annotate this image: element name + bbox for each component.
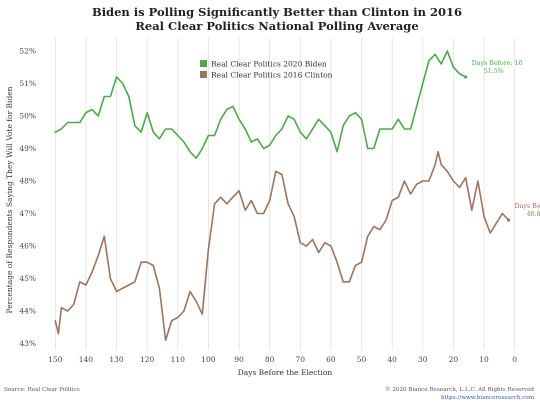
x-tick-label: 140 xyxy=(79,355,94,364)
x-tick-label: 90 xyxy=(234,355,244,364)
website-link[interactable]: https://www.biancoresearch.com xyxy=(441,395,535,401)
legend-label-clinton: Real Clear Politics 2016 Clinton xyxy=(211,71,333,80)
x-tick-label: 80 xyxy=(265,355,275,364)
y-tick-label: 48% xyxy=(19,177,36,186)
legend-swatch-biden xyxy=(200,60,207,67)
annotation-value-1: 46.8% xyxy=(527,211,540,218)
x-tick-label: 10 xyxy=(479,355,489,364)
annotation-value-0: 51.5% xyxy=(484,68,504,75)
source-note: Source: Real Clear Politics xyxy=(4,387,80,393)
x-tick-label: 0 xyxy=(512,355,517,364)
y-axis-ticks: 43% 44% 45% 46% 47% 48% 49% 50% 51% 52% xyxy=(19,47,36,349)
legend: Real Clear Politics 2020 Biden Real Clea… xyxy=(200,60,333,80)
y-tick-label: 43% xyxy=(19,339,36,348)
copyright-note: © 2020 Bianco Research, L.L.C. All Right… xyxy=(385,386,534,393)
y-tick-label: 46% xyxy=(19,242,36,251)
annotation-marker-0 xyxy=(464,75,468,79)
grid xyxy=(54,38,516,350)
y-tick-label: 44% xyxy=(19,307,36,316)
legend-label-biden: Real Clear Politics 2020 Biden xyxy=(211,60,327,69)
annotation-label-0: Days Before: 16 xyxy=(472,60,523,67)
x-tick-label: 120 xyxy=(140,355,155,364)
y-tick-label: 49% xyxy=(19,144,36,153)
x-axis-ticks: 150 140 130 120 110 100 90 80 70 60 50 40 30 20 10 0 xyxy=(48,355,517,364)
y-tick-label: 51% xyxy=(19,79,36,88)
x-tick-label: 70 xyxy=(296,355,306,364)
y-tick-label: 45% xyxy=(19,274,36,283)
x-axis-label: Days Before the Election xyxy=(238,368,333,377)
y-tick-label: 52% xyxy=(19,47,36,56)
annotation-marker-1 xyxy=(506,218,511,222)
chart-title: Biden is Polling Significantly Better th… xyxy=(92,5,462,19)
x-tick-label: 110 xyxy=(171,355,186,364)
x-tick-label: 130 xyxy=(109,355,124,364)
series-lines xyxy=(54,50,510,341)
x-tick-label: 100 xyxy=(201,355,216,364)
annotation-label-1: Days Before: 1 xyxy=(515,203,540,210)
y-axis-label: Percentage of Respondents Saying They Wi… xyxy=(5,86,14,313)
x-tick-label: 20 xyxy=(449,355,459,364)
x-tick-label: 60 xyxy=(326,355,336,364)
chart-subtitle: Real Clear Politics National Polling Ave… xyxy=(135,19,418,33)
x-tick-label: 40 xyxy=(387,355,397,364)
x-tick-label: 30 xyxy=(418,355,428,364)
legend-swatch-clinton xyxy=(200,71,207,78)
series-line-1 xyxy=(54,150,510,341)
series-line-0 xyxy=(54,50,467,159)
y-tick-label: 47% xyxy=(19,209,36,218)
x-tick-label: 50 xyxy=(357,355,367,364)
x-tick-label: 150 xyxy=(48,355,63,364)
plot-area xyxy=(40,38,530,350)
y-tick-label: 50% xyxy=(19,112,36,121)
